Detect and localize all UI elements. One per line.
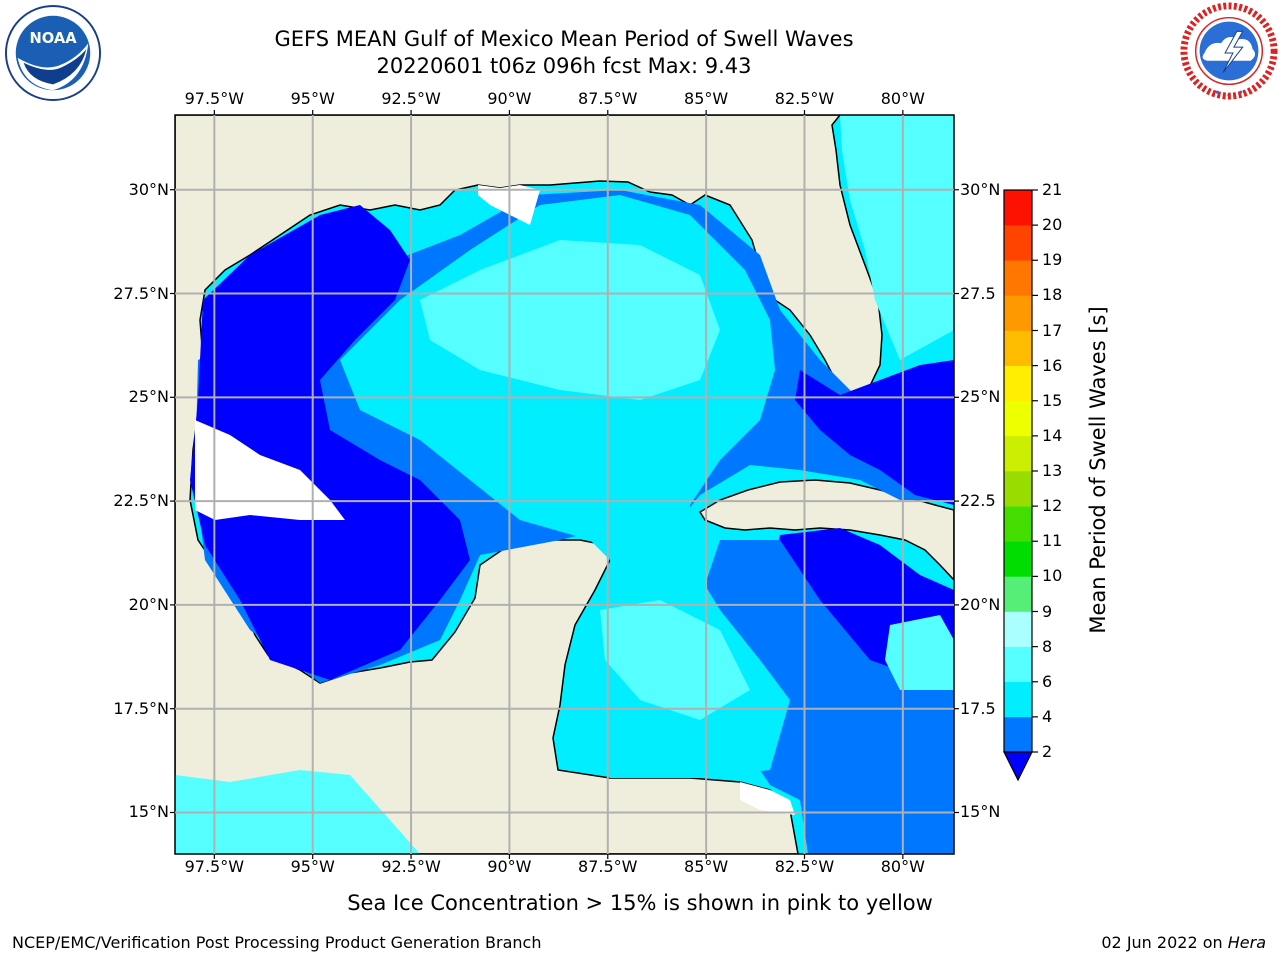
nodata-patch-west bbox=[195, 420, 345, 520]
colorbar-tick-label: 8 bbox=[1042, 636, 1053, 656]
lat-tick-label: 30°N bbox=[128, 179, 169, 199]
colorbar-segment bbox=[1004, 576, 1032, 612]
lon-tick-label: 85°W bbox=[684, 89, 729, 108]
colorbar-segment bbox=[1004, 260, 1032, 296]
colorbar-label: Mean Period of Swell Waves [s] bbox=[1086, 306, 1110, 634]
lon-tick-label: 95°W bbox=[290, 857, 335, 876]
colorbar-tick-label: 11 bbox=[1042, 531, 1063, 551]
colorbar-tick-label: 20 bbox=[1042, 215, 1063, 235]
colorbar-tick-label: 17 bbox=[1042, 320, 1063, 340]
colorbar-segment bbox=[1004, 506, 1032, 542]
colorbar-tick-label: 4 bbox=[1042, 706, 1053, 726]
colorbar-tick-label: 10 bbox=[1042, 566, 1063, 586]
lat-tick-label: 27.5°N bbox=[113, 283, 169, 303]
colorbar-tick-label: 19 bbox=[1042, 250, 1063, 270]
contour-under-2s-east bbox=[795, 360, 954, 505]
colorbar-tick-label: 12 bbox=[1042, 496, 1063, 516]
footer-host: Hera bbox=[1227, 933, 1266, 952]
lat-tick-label: 20°N bbox=[128, 594, 169, 614]
lat-tick-label: 27.5 bbox=[960, 283, 996, 303]
lat-tick-label: 25°N bbox=[128, 387, 169, 407]
chart-subtitle: 20220601 t06z 096h fcst Max: 9.43 bbox=[376, 54, 752, 78]
contour-6-8s-patch-1 bbox=[420, 240, 720, 400]
contour-2-4s-caribbean bbox=[700, 540, 954, 854]
colorbar-tick-label: 6 bbox=[1042, 671, 1053, 691]
colorbar-tick-label: 15 bbox=[1042, 390, 1063, 410]
svg-text:NOAA: NOAA bbox=[29, 30, 77, 47]
lon-tick-label: 95°W bbox=[290, 89, 335, 108]
lon-tick-label: 90°W bbox=[487, 857, 532, 876]
lon-tick-label: 80°W bbox=[880, 89, 925, 108]
contour-under-2s-west bbox=[190, 205, 470, 680]
footer-date: 02 Jun 2022 on Hera bbox=[1101, 933, 1266, 952]
nws-logo bbox=[1180, 2, 1278, 100]
lon-tick-label: 90°W bbox=[487, 89, 532, 108]
chart-title: GEFS MEAN Gulf of Mexico Mean Period of … bbox=[274, 27, 854, 51]
colorbar-tick-label: 2 bbox=[1042, 742, 1053, 761]
colorbar-tick-label: 9 bbox=[1042, 601, 1053, 621]
lon-tick-label: 97.5°W bbox=[184, 89, 245, 108]
nodata-patch-honduras bbox=[740, 782, 795, 815]
colorbar-segment bbox=[1004, 646, 1032, 683]
colorbar-segment bbox=[1004, 295, 1032, 331]
colorbar-tick-label: 21 bbox=[1042, 180, 1063, 199]
colorbar bbox=[1003, 189, 1038, 782]
lon-tick-label: 87.5°W bbox=[578, 89, 638, 108]
colorbar-tick-label: 13 bbox=[1042, 461, 1063, 480]
colorbar-segment bbox=[1004, 716, 1032, 753]
colorbar-segment bbox=[1004, 471, 1032, 507]
map-frame bbox=[174, 114, 955, 855]
colorbar-tick-label: 16 bbox=[1042, 355, 1063, 375]
noaa-logo: NOAA bbox=[4, 4, 102, 102]
lon-tick-label: 92.5°W bbox=[381, 89, 441, 108]
contour-6-8s-patch-2 bbox=[600, 600, 750, 720]
lat-tick-label: 17.5°N bbox=[113, 698, 169, 718]
lat-tick-label: 20°N bbox=[960, 594, 1001, 614]
lon-tick-label: 87.5°W bbox=[578, 857, 638, 876]
colorbar-segment bbox=[1004, 435, 1032, 472]
footer-date-text: 02 Jun 2022 on bbox=[1101, 933, 1228, 952]
lon-tick-label: 80°W bbox=[880, 857, 925, 876]
lon-tick-label: 85°W bbox=[684, 857, 729, 876]
colorbar-segment bbox=[1004, 365, 1032, 402]
colorbar-segment bbox=[1004, 330, 1032, 366]
colorbar-segment bbox=[1004, 541, 1032, 577]
land-cuba bbox=[698, 479, 954, 582]
contour-6-8s-patch-5 bbox=[885, 615, 954, 690]
lat-tick-label: 22.5 bbox=[960, 491, 996, 511]
lat-tick-label: 22.5°N bbox=[113, 491, 169, 511]
colorbar-segment bbox=[1004, 225, 1032, 261]
lat-tick-label: 17.5 bbox=[960, 698, 996, 718]
lat-tick-label: 25°N bbox=[960, 387, 1001, 407]
lon-tick-label: 82.5°W bbox=[774, 857, 835, 876]
colorbar-segment bbox=[1004, 681, 1032, 718]
colorbar-segment bbox=[1004, 400, 1032, 437]
lon-tick-label: 92.5°W bbox=[381, 857, 441, 876]
lat-tick-label: 15°N bbox=[128, 802, 169, 822]
lat-tick-label: 30°N bbox=[960, 179, 1001, 199]
colorbar-tick-label: 14 bbox=[1042, 425, 1063, 445]
lon-tick-label: 82.5°W bbox=[774, 89, 835, 108]
footer-credit: NCEP/EMC/Verification Post Processing Pr… bbox=[12, 933, 542, 952]
colorbar-segment bbox=[1004, 611, 1032, 647]
colorbar-segment bbox=[1004, 190, 1032, 226]
colorbar-under-arrow bbox=[1003, 751, 1033, 782]
graticule bbox=[170, 110, 959, 859]
lat-tick-label: 15°N bbox=[960, 802, 1001, 822]
sea-ice-note: Sea Ice Concentration > 15% is shown in … bbox=[347, 891, 933, 915]
colorbar-tick-label: 18 bbox=[1042, 285, 1063, 305]
contour-6-8s-patch-3 bbox=[840, 115, 954, 360]
lon-tick-label: 97.5°W bbox=[184, 857, 245, 876]
